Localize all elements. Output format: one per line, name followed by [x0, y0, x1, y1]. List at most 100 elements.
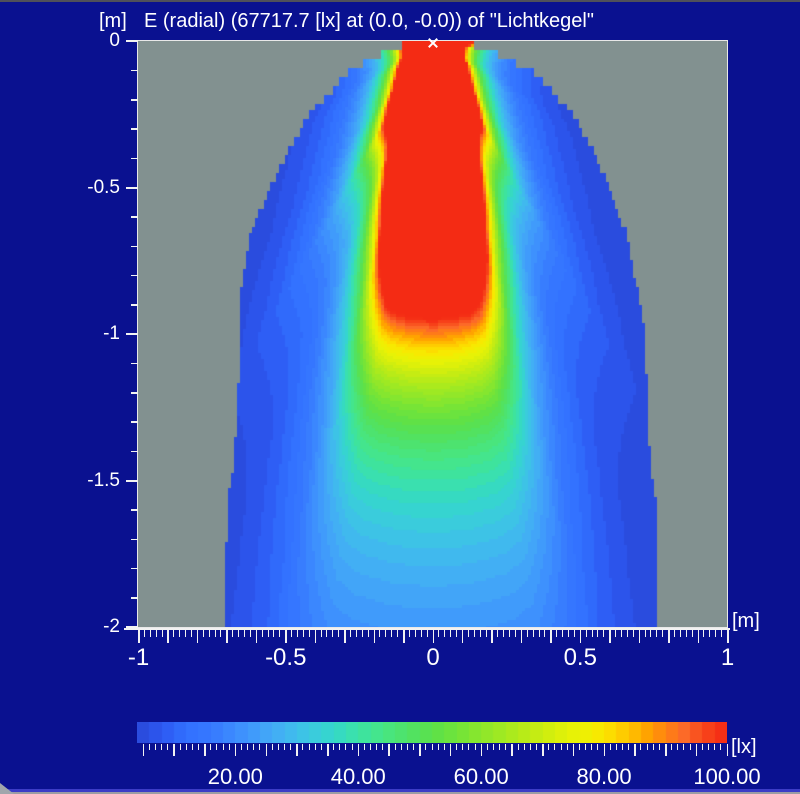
colorbar-fine-tick: [161, 744, 163, 750]
x-axis-fine-tick: [220, 630, 222, 637]
y-axis-minor-tick: [131, 450, 138, 453]
plot-area: [137, 40, 728, 628]
x-axis-fine-tick: [161, 630, 163, 637]
colorbar-fine-tick: [714, 744, 716, 750]
colorbar-fine-tick: [523, 744, 525, 750]
x-axis-tick-label: -0.5: [265, 644, 307, 671]
x-axis-fine-tick: [143, 630, 145, 637]
x-axis-fine-tick: [149, 630, 151, 637]
x-axis-fine-tick: [679, 630, 681, 637]
x-axis-fine-tick: [208, 630, 210, 637]
colorbar-fine-tick: [210, 744, 212, 750]
y-axis-minor-tick: [131, 99, 138, 101]
colorbar-fine-tick: [425, 744, 427, 750]
x-axis-fine-tick: [503, 630, 505, 637]
x-axis-minor-tick: [727, 630, 729, 643]
colorbar-major-tick: [665, 744, 667, 756]
x-axis-fine-tick: [308, 630, 310, 637]
colorbar-major-tick: [388, 744, 390, 756]
colorbar: [137, 722, 727, 743]
x-axis-minor-tick: [432, 630, 434, 643]
window-bottom-strip: [0, 789, 800, 792]
colorbar-fine-tick: [247, 744, 249, 750]
colorbar-fine-tick: [351, 744, 353, 750]
colorbar-fine-tick: [646, 744, 648, 750]
colorbar-fine-tick: [462, 744, 464, 750]
colorbar-fine-tick: [406, 744, 408, 750]
colorbar-fine-tick: [468, 744, 470, 750]
x-axis-fine-tick: [297, 630, 299, 637]
x-axis-fine-tick: [191, 630, 192, 637]
x-axis-minor-tick: [491, 630, 493, 643]
colorbar-fine-tick: [363, 744, 365, 750]
colorbar-fine-tick: [671, 744, 673, 750]
x-axis-fine-tick: [715, 630, 717, 637]
colorbar-major-tick: [234, 744, 237, 756]
colorbar-fine-tick: [302, 744, 304, 750]
x-axis-minor-tick: [638, 630, 641, 643]
colorbar-major-tick: [204, 744, 206, 756]
x-axis-fine-tick: [385, 630, 387, 637]
x-axis-fine-tick: [261, 630, 263, 637]
x-axis-tick-label: -1: [127, 644, 150, 671]
colorbar-fine-tick: [720, 744, 722, 750]
colorbar-fine-tick: [517, 744, 519, 750]
x-axis-fine-tick: [438, 630, 440, 637]
colorbar-fine-tick: [640, 744, 642, 750]
colorbar-fine-tick: [437, 744, 439, 750]
x-axis-fine-tick: [585, 630, 587, 637]
x-axis-fine-tick: [291, 630, 293, 637]
x-axis-fine-tick: [214, 630, 216, 637]
x-axis-fine-tick: [626, 630, 628, 637]
colorbar-fine-tick: [277, 744, 279, 750]
x-axis-minor-tick: [579, 630, 582, 643]
x-axis-fine-tick: [514, 630, 516, 637]
window-bottom-edge: [0, 792, 800, 794]
colorbar-fine-tick: [222, 744, 224, 750]
x-axis-fine-tick: [526, 630, 528, 637]
y-axis-minor-tick: [131, 597, 138, 599]
x-axis-minor-tick: [550, 630, 552, 643]
colorbar-fine-tick: [585, 744, 587, 750]
x-axis-fine-tick: [420, 630, 422, 637]
x-axis-fine-tick: [573, 630, 575, 637]
colorbar-fine-tick: [628, 744, 630, 750]
colorbar-tick-label: 60.00: [453, 764, 509, 789]
source-position-marker: [427, 37, 439, 49]
colorbar-fine-tick: [216, 744, 218, 750]
x-axis-tick-label: 0.5: [563, 644, 597, 671]
colorbar-fine-tick: [179, 744, 181, 750]
colorbar-fine-tick: [413, 744, 415, 750]
y-axis-tick-label: -2: [103, 616, 120, 637]
heatmap-canvas: [138, 41, 727, 627]
x-axis-fine-tick: [320, 630, 322, 637]
x-axis-minor-tick: [520, 630, 523, 643]
x-axis-fine-tick: [632, 630, 634, 637]
colorbar-fine-tick: [185, 744, 187, 750]
x-axis-fine-tick: [656, 630, 658, 637]
x-axis-tick-label: 1: [720, 644, 735, 671]
x-axis-minor-tick: [138, 630, 140, 643]
colorbar-fine-tick: [701, 744, 703, 750]
colorbar-tick-label: 40.00: [330, 764, 386, 789]
x-axis-minor-tick: [461, 630, 464, 643]
colorbar-fine-tick: [197, 744, 199, 750]
x-axis-fine-tick: [332, 630, 334, 637]
x-axis-fine-tick: [721, 630, 723, 637]
x-axis-fine-tick: [185, 630, 187, 637]
colorbar-major-tick: [634, 744, 636, 756]
colorbar-fine-tick: [443, 744, 445, 750]
colorbar-fine-tick: [154, 744, 156, 750]
colorbar-major-tick: [511, 744, 513, 756]
colorbar-fine-tick: [474, 744, 476, 750]
x-axis-fine-tick: [615, 630, 617, 637]
y-axis-minor-tick: [131, 538, 138, 541]
window-corner-wedge: [0, 783, 14, 794]
colorbar-fine-tick: [376, 744, 378, 750]
x-axis-fine-tick: [397, 630, 399, 637]
x-axis-fine-tick: [355, 630, 357, 637]
x-axis-minor-tick: [609, 630, 611, 643]
colorbar-tick-label: 80.00: [576, 764, 632, 789]
x-axis-fine-tick: [244, 630, 246, 637]
x-axis-minor-tick: [373, 630, 376, 643]
